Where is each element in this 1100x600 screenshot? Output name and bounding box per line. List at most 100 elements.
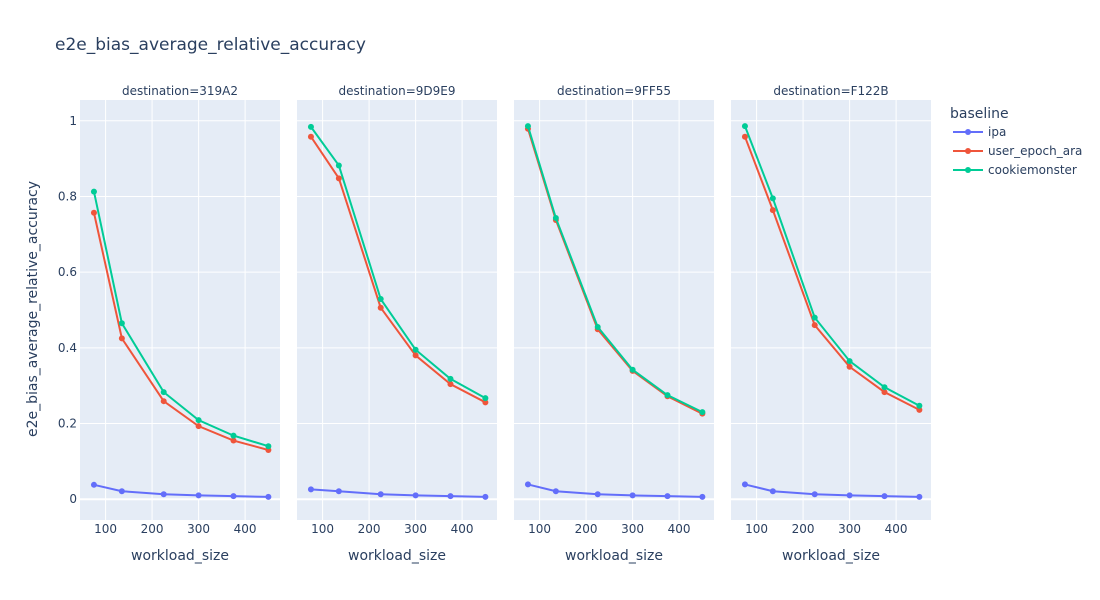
plot-background	[297, 100, 497, 520]
data-point-ipa	[524, 481, 531, 488]
data-point-user_epoch_ara	[811, 322, 818, 329]
data-point-cookiemonster	[881, 384, 888, 391]
legend-label-user_epoch_ara: user_epoch_ara	[988, 144, 1082, 158]
data-point-ipa	[811, 491, 818, 498]
data-point-user_epoch_ara	[846, 363, 853, 370]
data-point-ipa	[265, 493, 272, 500]
data-point-user_epoch_ara	[769, 207, 776, 214]
x-tick-label: 200	[141, 522, 164, 536]
facet-panel: destination=F122B 100 200 300 400 workload_si…	[731, 84, 931, 564]
data-point-ipa	[90, 481, 97, 488]
data-point-user_epoch_ara	[160, 398, 167, 405]
legend-label-ipa: ipa	[988, 125, 1006, 139]
plot-background	[80, 100, 280, 520]
data-point-cookiemonster	[552, 215, 559, 222]
data-point-ipa	[482, 493, 489, 500]
data-point-cookiemonster	[90, 188, 97, 195]
x-axis-title: workload_size	[131, 548, 229, 564]
x-tick-label: 100	[745, 522, 768, 536]
data-point-user_epoch_ara	[482, 399, 489, 406]
data-point-cookiemonster	[811, 314, 818, 321]
x-tick-label: 300	[404, 522, 427, 536]
data-point-user_epoch_ara	[195, 423, 202, 430]
data-point-ipa	[916, 493, 923, 500]
series-line-cookiemonster	[744, 125, 920, 407]
data-point-user_epoch_ara	[447, 381, 454, 388]
facet-title: destination=319A2	[122, 84, 238, 98]
x-axis-title: workload_size	[348, 548, 446, 564]
data-point-cookiemonster	[412, 346, 419, 353]
data-point-cookiemonster	[664, 392, 671, 399]
chart-title: e2e_bias_average_relative_accuracy	[55, 35, 366, 55]
legend-marker-ipa	[965, 129, 971, 135]
data-point-ipa	[160, 491, 167, 498]
data-point-ipa	[118, 488, 125, 495]
y-tick-label: 0.4	[58, 341, 77, 355]
data-point-ipa	[741, 481, 748, 488]
data-point-cookiemonster	[265, 443, 272, 450]
x-tick-label: 200	[575, 522, 598, 536]
data-point-user_epoch_ara	[881, 389, 888, 396]
data-point-user_epoch_ara	[916, 406, 923, 413]
data-point-cookiemonster	[741, 123, 748, 130]
data-point-user_epoch_ara	[307, 133, 314, 140]
data-point-user_epoch_ara	[90, 209, 97, 216]
data-point-cookiemonster	[769, 195, 776, 202]
data-point-cookiemonster	[160, 389, 167, 396]
plot-background	[514, 100, 714, 520]
series-line-cookiemonster	[92, 191, 269, 448]
data-point-ipa	[412, 492, 419, 499]
data-point-ipa	[447, 493, 454, 500]
x-axis-title: workload_size	[782, 548, 880, 564]
data-point-ipa	[230, 493, 237, 500]
data-point-ipa	[699, 493, 706, 500]
facet-panel: destination=9FF55 100 200 300 400 workload_si…	[514, 84, 714, 564]
data-point-cookiemonster	[377, 296, 384, 303]
data-point-cookiemonster	[846, 358, 853, 365]
x-tick-label: 100	[311, 522, 334, 536]
legend-title: baseline	[950, 106, 1009, 122]
x-tick-label: 400	[668, 522, 691, 536]
data-point-cookiemonster	[699, 409, 706, 416]
data-point-cookiemonster	[335, 162, 342, 169]
facet-panel: destination=319A2 100 200 300 400 workload_si…	[58, 84, 280, 564]
x-tick-label: 100	[528, 522, 551, 536]
data-point-cookiemonster	[230, 432, 237, 439]
x-tick-label: 400	[234, 522, 257, 536]
y-tick-label: 0.8	[58, 189, 77, 203]
data-point-ipa	[195, 492, 202, 499]
legend-label-cookiemonster: cookiemonster	[988, 163, 1077, 177]
data-point-ipa	[377, 491, 384, 498]
data-point-cookiemonster	[118, 320, 125, 327]
y-tick-label: 0.2	[58, 417, 77, 431]
facet-panel: destination=9D9E9 100 200 300 400 workload_si…	[297, 84, 497, 564]
y-tick-label: 1	[69, 114, 77, 128]
x-tick-label: 400	[885, 522, 908, 536]
x-tick-label: 200	[358, 522, 381, 536]
data-point-user_epoch_ara	[412, 352, 419, 359]
data-point-ipa	[335, 488, 342, 495]
y-axis-title: e2e_bias_average_relative_accuracy	[25, 181, 41, 437]
facet-title: destination=9D9E9	[338, 84, 455, 98]
data-point-ipa	[552, 488, 559, 495]
x-tick-label: 300	[621, 522, 644, 536]
data-point-ipa	[629, 492, 636, 499]
y-tick-label: 0.6	[58, 265, 77, 279]
plot-background	[731, 100, 931, 520]
series-line-user_epoch_ara	[310, 136, 486, 404]
data-point-cookiemonster	[447, 375, 454, 382]
data-point-cookiemonster	[916, 402, 923, 409]
facet-title: destination=9FF55	[557, 84, 671, 98]
data-point-cookiemonster	[195, 417, 202, 424]
data-point-cookiemonster	[482, 395, 489, 402]
facet-panels: destination=319A2 100 200 300 400 workload_si…	[58, 84, 931, 564]
data-point-ipa	[881, 493, 888, 500]
series-line-ipa	[310, 488, 486, 498]
y-tick-label: 0	[69, 492, 77, 506]
data-point-ipa	[846, 492, 853, 499]
legend-marker-cookiemonster	[965, 167, 971, 173]
x-tick-label: 300	[187, 522, 210, 536]
x-tick-label: 300	[838, 522, 861, 536]
data-point-user_epoch_ara	[230, 437, 237, 444]
data-point-cookiemonster	[524, 123, 531, 130]
